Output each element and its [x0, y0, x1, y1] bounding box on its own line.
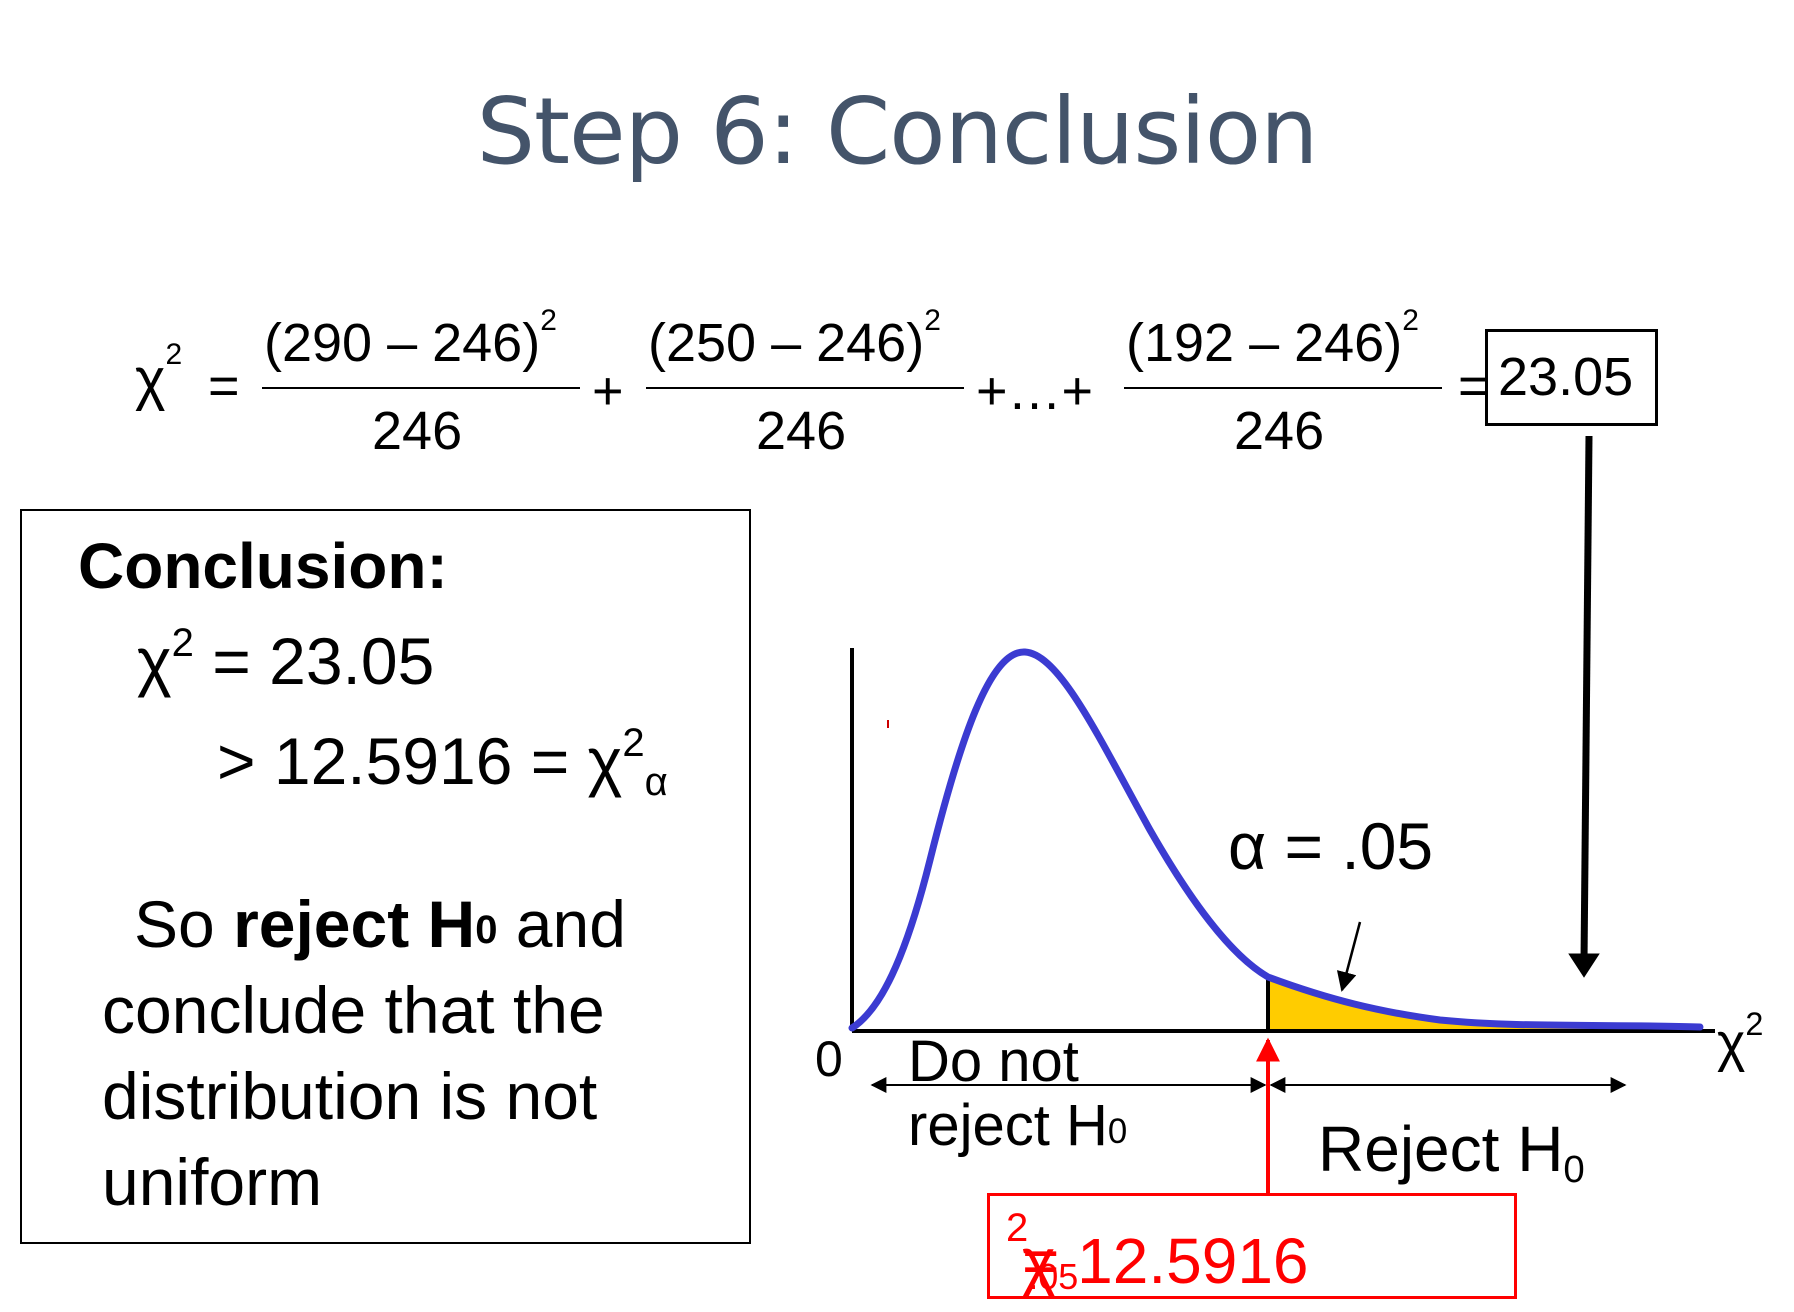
alpha-pointer-arrow	[1336, 921, 1362, 992]
critical-value-text: χ 2.05 = 12.5916	[1006, 1206, 1309, 1297]
conclusion-statistic-line: χ2 = 23.05	[137, 621, 435, 698]
term-1-denominator: 246	[372, 401, 463, 461]
test-statistic-box: 23.05	[1485, 329, 1658, 426]
plus-sign: +	[592, 361, 624, 421]
ellipsis-terms: +…+	[976, 361, 1094, 421]
distribution-curve	[848, 648, 1704, 1032]
reject-label: Reject H0	[1318, 1113, 1585, 1191]
term-3-denominator: 246	[1234, 401, 1325, 461]
result-pointer-arrow	[1580, 435, 1593, 963]
conclusion-comparison-line: > 12.5916 = χ2α	[217, 721, 668, 804]
test-statistic-value: 23.05	[1498, 347, 1634, 407]
term-2-denominator: 246	[756, 401, 847, 461]
term-2-numerator: (250 – 246)2	[648, 304, 941, 373]
slide-title: Step 6: Conclusion	[476, 78, 1319, 185]
fraction-bar	[262, 387, 580, 389]
term-1-numerator: (290 – 246)2	[264, 304, 557, 373]
fraction-bar	[646, 387, 964, 389]
result-equals: =	[1458, 356, 1490, 416]
conclusion-box: Conclusion: χ2 = 23.05 > 12.5916 = χ2α S…	[20, 509, 751, 1244]
critical-value-box: χ 2.05 = 12.5916	[987, 1193, 1517, 1299]
conclusion-decision-text: So reject H0 and conclude that the distr…	[102, 887, 626, 1219]
do-not-reject-label: Do not reject H0	[908, 1029, 1128, 1158]
origin-label: 0	[815, 1031, 843, 1087]
alpha-label: α = .05	[1228, 809, 1434, 883]
fraction-bar	[1124, 387, 1442, 389]
result-pointer-arrowhead	[1568, 953, 1600, 978]
equation-lhs: χ2	[135, 338, 183, 412]
rejection-region	[1268, 977, 1700, 1031]
equation-equals: =	[208, 356, 240, 416]
x-axis-label: χ2	[1717, 1006, 1764, 1073]
conclusion-heading: Conclusion:	[78, 530, 448, 602]
term-3-numerator: (192 – 246)2	[1126, 304, 1419, 373]
